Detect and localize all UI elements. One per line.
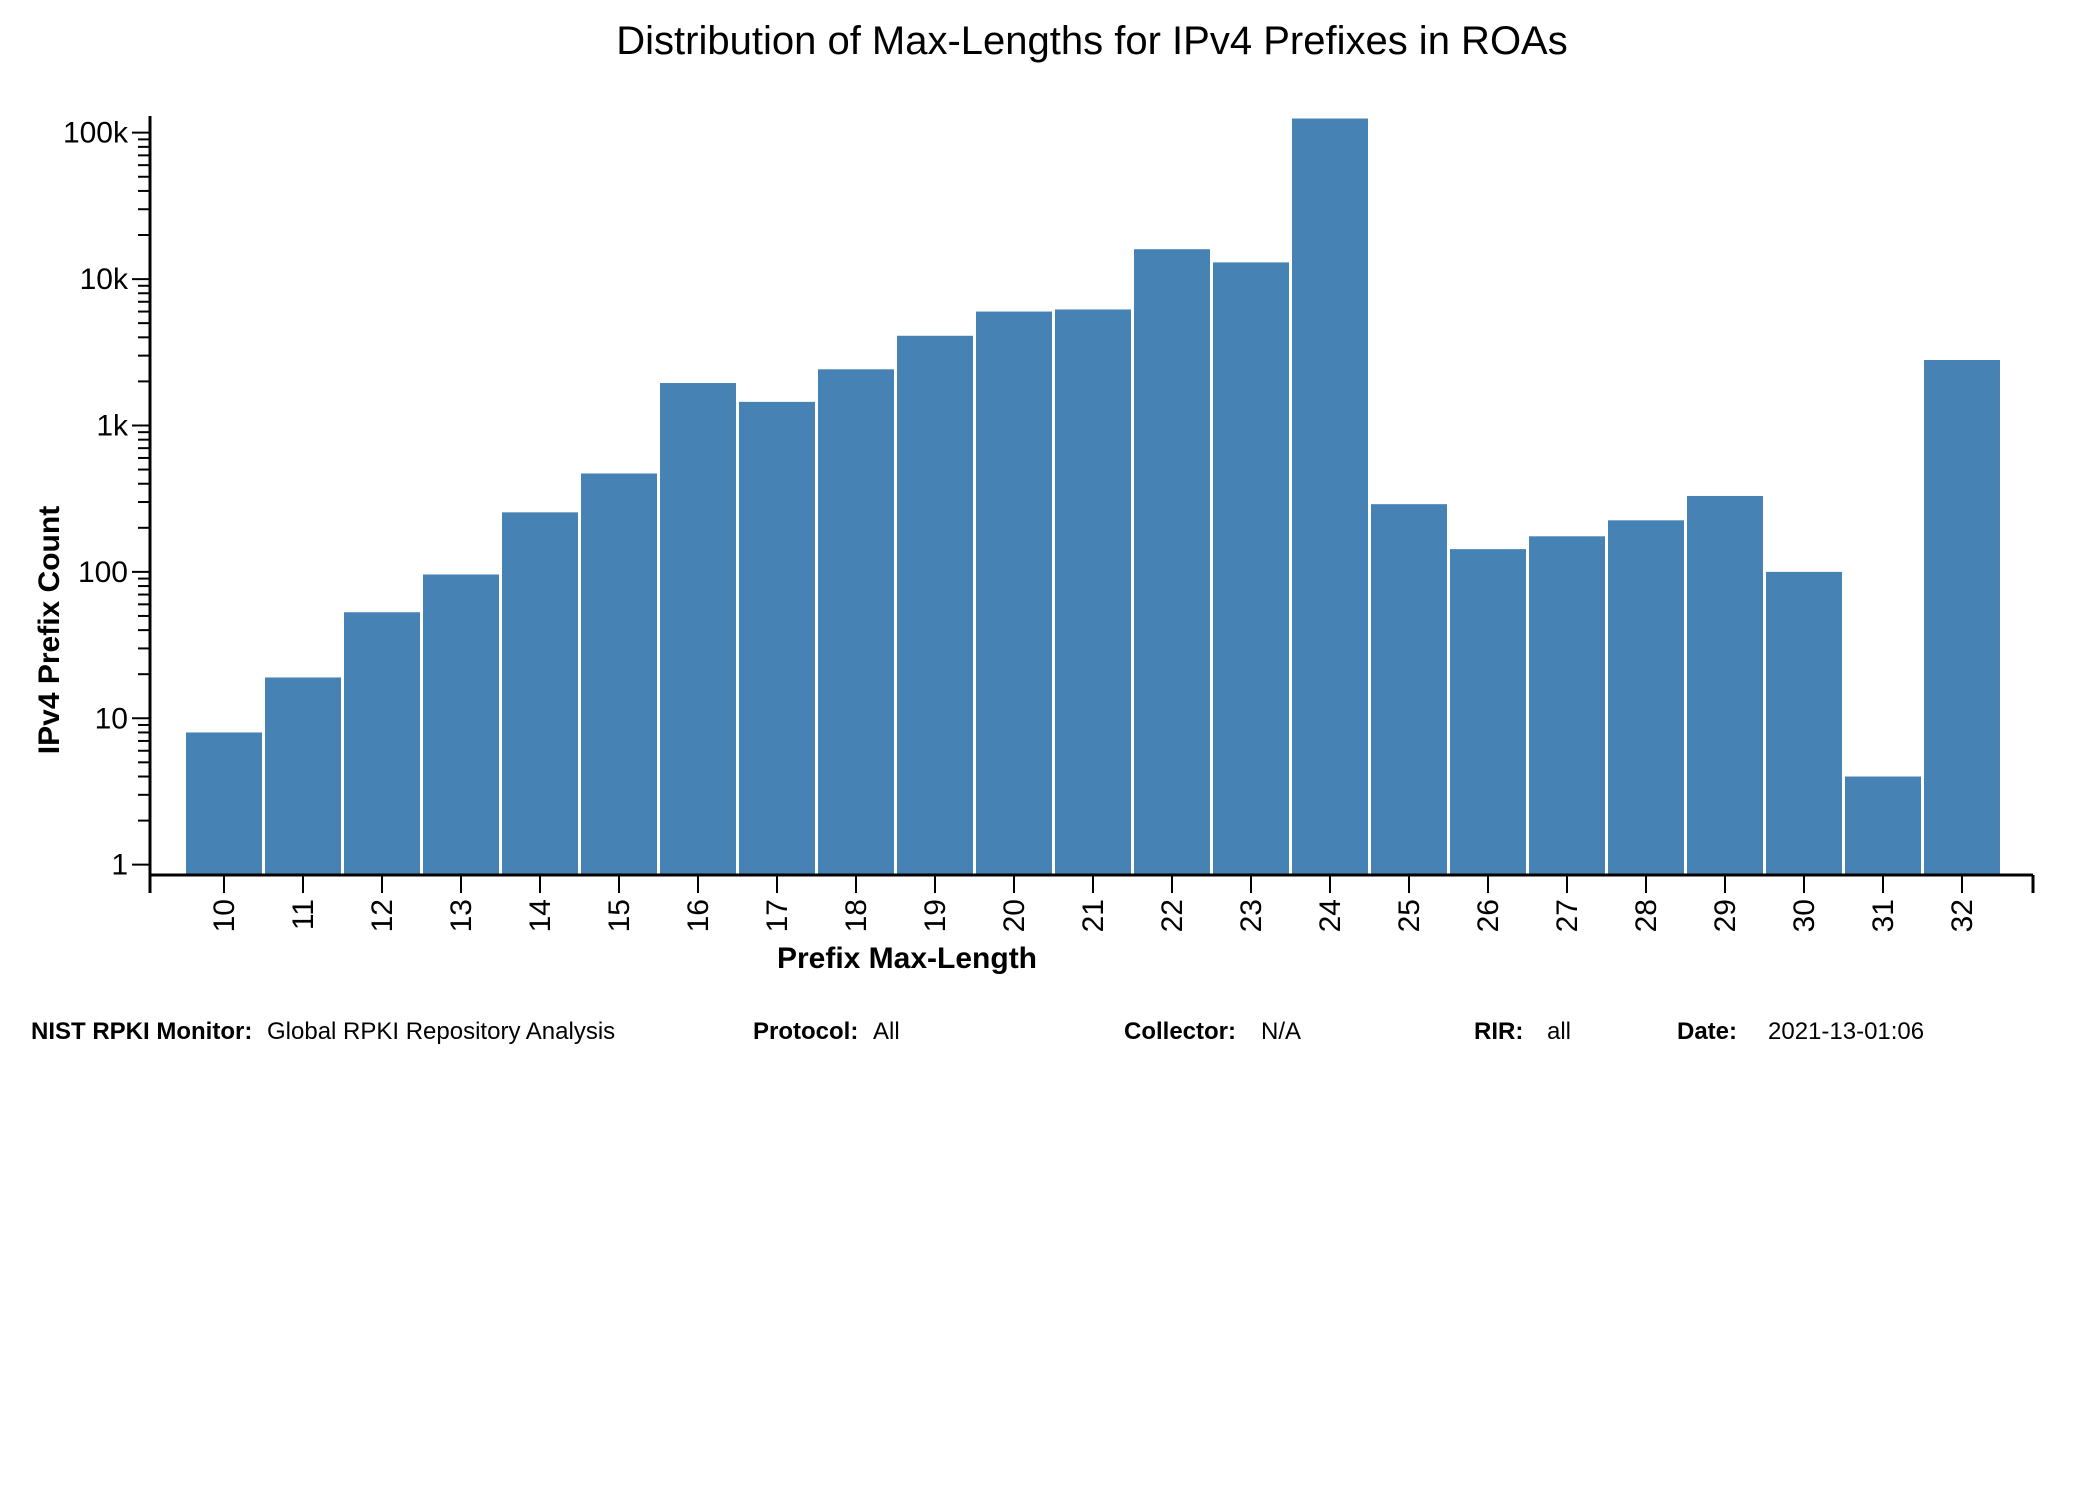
- date-label: Date:: [1677, 1018, 1738, 1045]
- bar-32: [1924, 360, 2000, 875]
- x-tick-label: 28: [1630, 899, 1663, 932]
- x-axis: 10 11 12 13 14 15 16 17 18 19 20 21 22 23 24 25 26 27 28 29…: [148, 873, 2035, 932]
- y-tick-label: 1k: [96, 409, 129, 442]
- bar-12: [344, 612, 420, 875]
- bar-18: [818, 369, 894, 875]
- chart-title: Distribution of Max-Lengths for IPv4 Pre…: [616, 19, 1567, 63]
- protocol-label: Protocol:: [753, 1018, 859, 1045]
- bar-22: [1134, 249, 1210, 875]
- x-tick-label: 13: [445, 899, 478, 932]
- footer: NIST RPKI Monitor: Global RPKI Repositor…: [0, 1018, 2100, 1058]
- x-tick-label: 23: [1235, 899, 1268, 932]
- x-tick-label: 21: [1077, 899, 1110, 932]
- x-tick-label: 12: [366, 899, 399, 932]
- bar-27: [1529, 536, 1605, 875]
- x-axis-title: Prefix Max-Length: [777, 942, 1037, 975]
- x-tick-label: 18: [840, 899, 873, 932]
- x-tick-label: 26: [1472, 899, 1505, 932]
- rir-label: RIR:: [1474, 1018, 1524, 1045]
- chart: Distribution of Max-Lengths for IPv4 Pre…: [33, 19, 2035, 975]
- monitor-value: Global RPKI Repository Analysis: [267, 1018, 616, 1045]
- x-tick-label: 22: [1156, 899, 1189, 932]
- collector-label: Collector:: [1124, 1018, 1237, 1045]
- y-axis: 1 10 100 1k 10k 100k: [63, 116, 152, 882]
- bar-17: [739, 401, 815, 875]
- x-tick-label: 29: [1709, 899, 1742, 932]
- y-tick-label: 100k: [63, 117, 129, 150]
- bar-30: [1766, 571, 1842, 875]
- collector-value: N/A: [1261, 1018, 1302, 1045]
- bar-21: [1055, 309, 1131, 875]
- bar-24: [1292, 118, 1368, 875]
- bar-26: [1450, 549, 1526, 875]
- x-tick-label: 25: [1393, 899, 1426, 932]
- date-value: 2021-13-01:06: [1768, 1018, 1925, 1045]
- bar-25: [1371, 504, 1447, 875]
- bars: [186, 118, 2000, 875]
- x-tick-label: 11: [287, 899, 320, 930]
- bar-11: [265, 677, 341, 875]
- bar-20: [976, 311, 1052, 875]
- x-tick-label: 16: [682, 899, 715, 932]
- bar-16: [660, 383, 736, 875]
- x-tick-label: 31: [1867, 899, 1900, 932]
- y-tick-label: 100: [78, 556, 128, 589]
- bar-31: [1845, 776, 1921, 875]
- bar-14: [502, 512, 578, 875]
- x-tick-label: 14: [524, 899, 557, 932]
- y-tick-label: 10k: [80, 263, 129, 296]
- protocol-value: All: [873, 1018, 900, 1045]
- x-tick-label: 20: [998, 899, 1031, 932]
- y-axis-title: IPv4 Prefix Count: [33, 506, 66, 754]
- bar-15: [581, 473, 657, 875]
- x-tick-label: 30: [1788, 899, 1821, 932]
- x-tick-label: 17: [761, 899, 794, 932]
- y-tick-label: 1: [111, 849, 128, 882]
- bar-19: [897, 335, 973, 875]
- rir-value: all: [1547, 1018, 1572, 1045]
- x-tick-label: 15: [603, 899, 636, 932]
- x-tick-label: 32: [1946, 899, 1979, 932]
- bar-29: [1687, 495, 1763, 875]
- monitor-label: NIST RPKI Monitor:: [31, 1018, 253, 1045]
- x-tick-label: 10: [208, 899, 241, 932]
- x-tick-label: 27: [1551, 899, 1584, 932]
- x-tick-label: 24: [1314, 899, 1347, 932]
- y-tick-label: 10: [95, 702, 128, 735]
- bar-28: [1608, 520, 1684, 875]
- bar-13: [423, 574, 499, 875]
- bar-23: [1213, 262, 1289, 875]
- x-tick-label: 19: [919, 899, 952, 932]
- bar-10: [186, 732, 262, 875]
